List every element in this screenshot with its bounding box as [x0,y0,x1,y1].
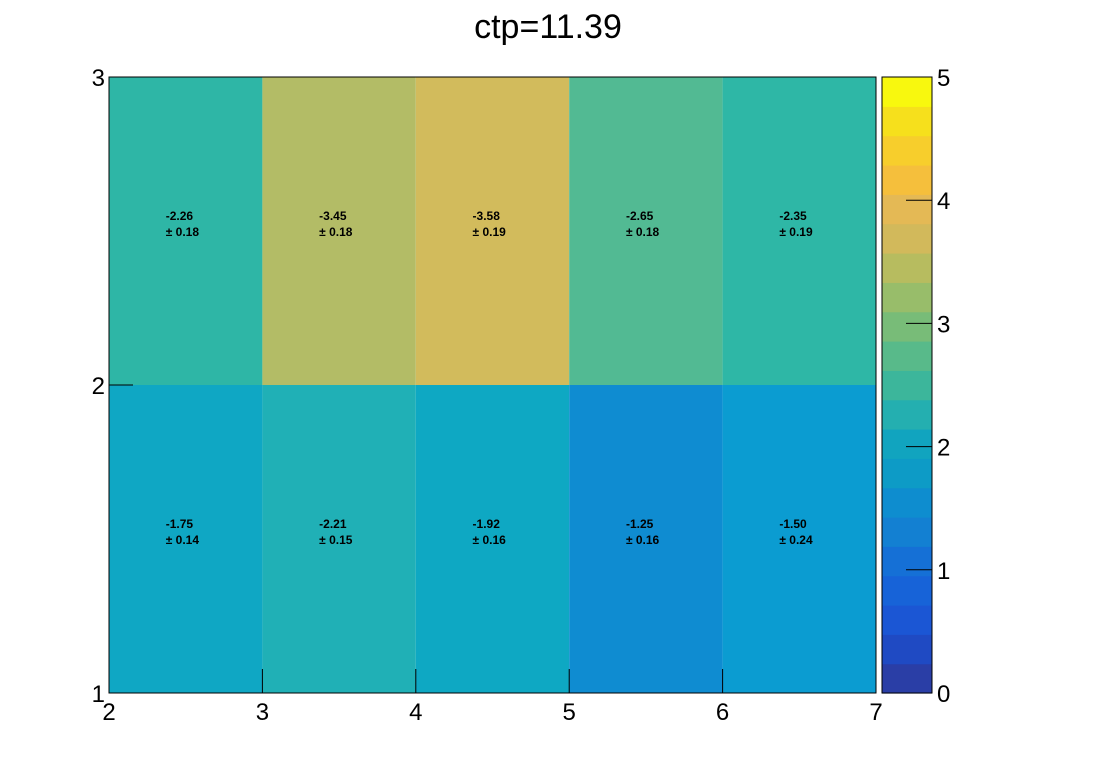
cell-error-label: ± 0.19 [779,225,813,239]
cell-value-label: -3.58 [473,209,501,223]
heatmap-cell [109,77,263,385]
y-tick-label: 2 [92,373,105,400]
heatmap-cell [569,385,723,693]
colorbar-tick-label: 0 [937,681,950,708]
heatmap-cell [722,77,876,385]
x-tick-label: 2 [102,699,115,726]
cell-error-label: ± 0.18 [166,225,200,239]
cell-value-label: -2.26 [166,209,194,223]
cell-value-label: -1.75 [166,517,194,531]
colorbar-segment [882,106,932,137]
colorbar-segment [882,253,932,283]
cell-value-label: -3.45 [319,209,347,223]
x-tick-label: 3 [256,699,269,726]
colorbar-segment [882,341,932,371]
x-tick-label: 6 [716,699,729,726]
heatmap-cell [415,77,570,385]
heatmap-cell [569,77,723,385]
colorbar-segment [882,135,932,166]
heatmap-cell [262,77,416,385]
cell-value-label: -2.35 [779,209,807,223]
y-tick-label: 3 [92,65,105,92]
cell-error-label: ± 0.24 [779,533,813,547]
cell-value-label: -2.65 [626,209,654,223]
colorbar-tick-label: 5 [937,65,950,92]
cell-value-label: -1.25 [626,517,654,531]
cell-error-label: ± 0.16 [473,533,507,547]
x-tick-label: 4 [409,699,422,726]
colorbar-segment [882,282,932,313]
colorbar-segment [882,517,932,547]
heatmap-cell [109,385,263,693]
colorbar-segment [882,311,932,342]
colorbar-tick-label: 2 [937,435,950,462]
colorbar-segment [882,605,932,635]
colorbar-segment [882,194,932,225]
colorbar-segment [882,546,932,577]
colorbar-segment [882,77,932,107]
cell-value-label: -1.92 [473,517,501,531]
x-tick-label: 5 [563,699,576,726]
colorbar-segment [882,370,932,401]
cell-error-label: ± 0.16 [626,533,660,547]
colorbar-segment [882,458,932,489]
cell-error-label: ± 0.14 [166,533,200,547]
colorbar: 0 1 2 3 4 5 [881,65,950,708]
cell-value-label: -1.50 [779,517,807,531]
heatmap-cell [415,385,570,693]
colorbar-segment [882,634,932,665]
cell-value-label: -2.21 [319,517,347,531]
heatmap-cell [722,385,876,693]
colorbar-segment [882,487,932,518]
cell-error-label: ± 0.19 [473,225,507,239]
heatmap-cells: -1.75 ± 0.14 -2.21 ± 0.15 -1.92 ± 0.16 -1.25 ± … [109,77,876,693]
colorbar-segment [882,165,932,195]
colorbar-segment [882,429,932,459]
colorbar-segment [882,663,932,694]
colorbar-segment [882,575,932,606]
cell-error-label: ± 0.18 [626,225,660,239]
y-tick-label: 1 [92,681,105,708]
colorbar-segment [882,399,932,430]
cell-error-label: ± 0.15 [319,533,353,547]
cell-error-label: ± 0.18 [319,225,353,239]
heatmap-cell [262,385,416,693]
colorbar-tick-label: 3 [937,311,950,338]
colorbar-tick-label: 4 [937,188,950,215]
colorbar-segment [882,223,932,254]
chart-title: ctp=11.39 [474,8,622,46]
x-tick-label: 7 [869,699,882,726]
colorbar-tick-label: 1 [937,558,950,585]
